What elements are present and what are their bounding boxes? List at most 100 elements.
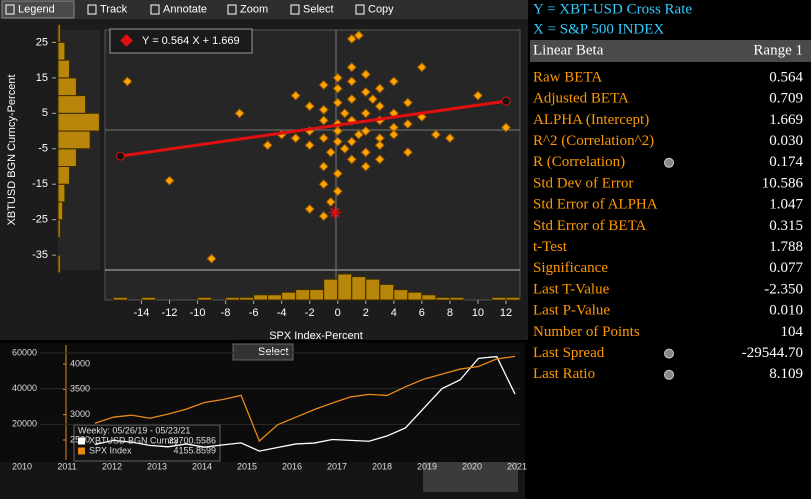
scatter-point xyxy=(339,143,350,154)
y-hist-bar xyxy=(57,59,70,79)
legend-swatch xyxy=(78,437,85,445)
y-hist-bar xyxy=(57,254,61,274)
x-hist-bar xyxy=(379,283,395,301)
y-hist-bar xyxy=(57,95,87,114)
stat-label: Std Error of ALPHA xyxy=(533,197,658,213)
stat-value: 0.315 xyxy=(769,218,803,234)
stat-value: 10.586 xyxy=(762,175,804,191)
regression-end xyxy=(501,96,511,106)
toolbar-item[interactable]: Zoom xyxy=(240,3,268,15)
stats-header: Linear Beta xyxy=(533,42,604,58)
y-tick-label: -35 xyxy=(32,249,48,261)
scatter-point xyxy=(318,115,329,126)
scatter-point xyxy=(353,30,364,41)
toolbar-icon[interactable] xyxy=(355,4,365,15)
scatter-point xyxy=(339,108,350,119)
toolbar-item[interactable]: Legend xyxy=(18,3,55,15)
x-hist-bar xyxy=(295,289,311,301)
stat-value: -29544.70 xyxy=(742,345,803,361)
select-button[interactable] xyxy=(232,343,294,361)
legend-last: 33700.5586 xyxy=(168,435,216,445)
toolbar-icon[interactable] xyxy=(227,4,237,15)
scatter-point xyxy=(304,101,315,112)
year-label: 2011 xyxy=(57,461,76,471)
legend-last: 4155.8599 xyxy=(173,445,216,455)
scatter-point xyxy=(402,97,413,108)
y-tick-label: 60000 xyxy=(12,347,37,357)
scatter-point xyxy=(318,211,329,222)
year-label: 2013 xyxy=(147,461,167,471)
stat-icon[interactable] xyxy=(664,348,674,359)
scatter-point xyxy=(501,122,511,133)
stat-value: 1.788 xyxy=(769,239,803,255)
x-hist-bar xyxy=(491,296,507,301)
y-tick-label: -15 xyxy=(32,178,48,190)
scatter-point xyxy=(374,140,385,151)
toolbar-item[interactable]: Select xyxy=(303,3,334,15)
scatter-point xyxy=(318,179,329,190)
toolbar-icon[interactable] xyxy=(87,4,97,15)
scatter-point xyxy=(346,94,357,105)
scatter-point xyxy=(388,129,399,140)
scatter-point xyxy=(332,97,343,108)
x-tick-label: -14 xyxy=(133,307,149,319)
stat-value: 0.030 xyxy=(769,133,803,149)
navigator-window[interactable] xyxy=(423,462,518,492)
stat-icon[interactable] xyxy=(664,157,674,168)
legend-swatch xyxy=(78,447,85,455)
toolbar-item[interactable]: Annotate xyxy=(163,3,207,15)
scatter-point xyxy=(416,62,427,73)
y-tick-label: 20000 xyxy=(12,419,37,429)
stat-label: Last P-Value xyxy=(533,303,610,319)
scatter-point xyxy=(164,175,175,186)
scatter-point xyxy=(374,83,385,94)
scatter-point xyxy=(346,62,357,73)
stat-value: 0.077 xyxy=(769,260,803,276)
x-tick-label: -8 xyxy=(221,307,231,319)
toolbar-icon[interactable] xyxy=(290,4,300,15)
stat-label: Std Error of BETA xyxy=(533,218,647,234)
scatter-point xyxy=(290,133,301,144)
regression-legend xyxy=(109,28,253,54)
scatter-point xyxy=(346,76,357,87)
scatter-point xyxy=(206,253,217,264)
y-tick-label: 25 xyxy=(36,36,48,48)
x-hist-bar xyxy=(435,296,451,301)
stat-label: t-Test xyxy=(533,239,568,255)
stat-value: 0.709 xyxy=(769,91,803,107)
scatter-point xyxy=(374,133,385,144)
scatter-point xyxy=(402,147,413,158)
y-hist-bar xyxy=(57,41,66,61)
x-tick-label: -2 xyxy=(305,307,315,319)
stat-value: 0.010 xyxy=(769,303,803,319)
stat-label: Std Dev of Error xyxy=(533,175,633,191)
toolbar-icon[interactable] xyxy=(150,4,160,15)
toolbar-item[interactable]: Copy xyxy=(368,3,394,15)
stat-label: Adjusted BETA xyxy=(533,91,629,107)
x-tick-label: 4 xyxy=(391,307,397,319)
y-hist-bar xyxy=(57,77,77,97)
select-button-label[interactable]: Select xyxy=(258,346,289,358)
stat-label: ALPHA (Intercept) xyxy=(533,112,649,128)
y-axis-label: XBTUSD BGN Curncy-Percent xyxy=(6,75,18,226)
toolbar-item[interactable]: Track xyxy=(100,3,128,15)
x-hist-bar xyxy=(281,291,297,301)
x-hist-bar xyxy=(112,296,128,301)
series-line xyxy=(94,355,516,452)
x-hist-bar xyxy=(393,289,409,301)
y-tick-label: -5 xyxy=(38,143,48,155)
scatter-point xyxy=(367,94,378,105)
x-hist-bar xyxy=(365,278,381,301)
x-tick-label: 2 xyxy=(363,307,369,319)
y-tick-label: 40000 xyxy=(12,383,37,393)
stat-icon[interactable] xyxy=(664,369,674,380)
y-tick-label: 15 xyxy=(36,72,48,84)
scatter-point xyxy=(402,118,413,129)
x-hist-bar xyxy=(449,296,465,301)
legend-button-bg[interactable] xyxy=(1,0,75,19)
toolbar-icon[interactable] xyxy=(5,4,15,15)
regression-label: Y = 0.564 X + 1.669 xyxy=(142,35,240,47)
x-hist-bar xyxy=(407,291,423,301)
scatter-point xyxy=(388,122,399,133)
